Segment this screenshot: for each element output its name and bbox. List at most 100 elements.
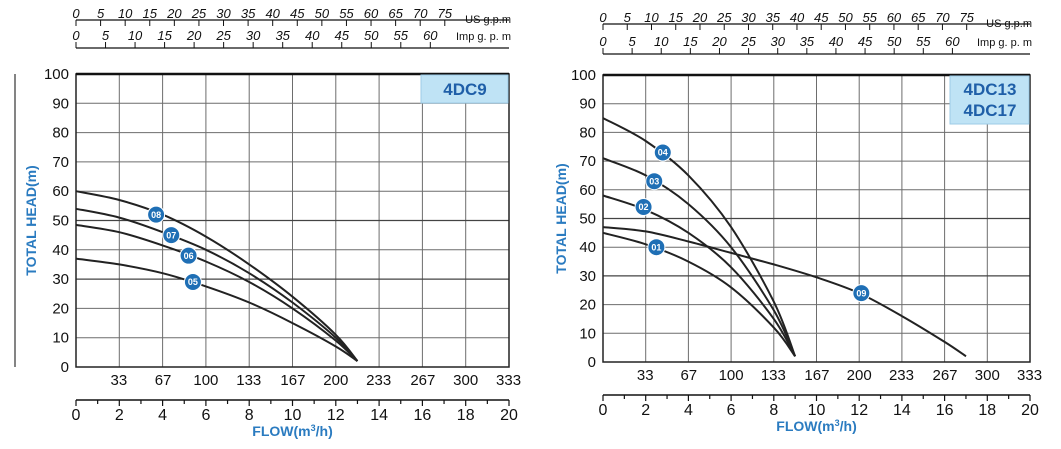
x-tick-label: 12 — [327, 407, 345, 424]
impgpm-tick-label: 0 — [599, 34, 607, 49]
x-tick-label: 18 — [978, 402, 996, 419]
model-label: 4DC9 — [443, 80, 486, 99]
usgpm-tick-label: 65 — [911, 10, 926, 25]
x-axis-title-unit: (m — [817, 418, 834, 434]
badge-04 — [653, 143, 672, 162]
y-tick-label: 80 — [52, 125, 69, 142]
y-tick-label: 90 — [579, 96, 596, 113]
x-tick-label: 4 — [158, 407, 167, 424]
lpm-tick-label: 200 — [323, 372, 348, 389]
impgpm-tick-label: 0 — [72, 28, 80, 43]
curve-03 — [602, 157, 797, 357]
badge-05 — [183, 273, 202, 292]
y-tick-label: 60 — [52, 183, 69, 200]
model-label: 4DC17 — [964, 101, 1017, 120]
usgpm-tick-label: 5 — [97, 6, 105, 21]
x-axis-title: FLOW(m3/h) — [776, 418, 856, 434]
lpm-tick-label: 167 — [280, 372, 305, 389]
impgpm-tick-label: 55 — [916, 34, 931, 49]
x-tick-label: 0 — [599, 402, 608, 419]
curve-07 — [75, 207, 359, 362]
badge-label: 03 — [649, 176, 659, 186]
usgpm-unit-label: US g.p.m — [986, 18, 1032, 30]
y-tick-label: 40 — [579, 239, 596, 256]
x-tick-label: 16 — [936, 402, 954, 419]
usgpm-tick-label: 70 — [413, 6, 428, 21]
y-tick-label: 50 — [579, 211, 596, 228]
model-label-box — [949, 75, 1030, 125]
badge-label: 07 — [166, 230, 176, 240]
usgpm-tick-label: 35 — [765, 10, 780, 25]
usgpm-tick-label: 0 — [599, 10, 607, 25]
badge-label: 06 — [184, 251, 194, 261]
usgpm-tick-label: 10 — [118, 6, 133, 21]
usgpm-tick-label: 45 — [814, 10, 829, 25]
x-tick-label: 10 — [808, 402, 826, 419]
y-axis-title: TOTAL HEAD(m) — [23, 165, 39, 275]
usgpm-tick-label: 70 — [935, 10, 950, 25]
lpm-tick-label: 333 — [496, 372, 521, 389]
x-tick-label: 2 — [115, 407, 124, 424]
lpm-tick-label: 300 — [975, 367, 1000, 384]
impgpm-tick-label: 35 — [800, 34, 815, 49]
impgpm-tick-label: 25 — [740, 34, 756, 49]
y-axis-title: TOTAL HEAD(m) — [553, 163, 569, 273]
usgpm-tick-label: 60 — [887, 10, 902, 25]
lpm-tick-label: 200 — [847, 367, 872, 384]
impgpm-tick-label: 60 — [423, 28, 438, 43]
usgpm-tick-label: 25 — [716, 10, 732, 25]
badge-label: 01 — [651, 242, 661, 252]
usgpm-tick-label: 15 — [669, 10, 684, 25]
lpm-tick-label: 133 — [236, 372, 261, 389]
impgpm-tick-label: 60 — [945, 34, 960, 49]
y-tick-label: 0 — [588, 354, 596, 371]
y-tick-label: 80 — [579, 124, 596, 141]
badge-09 — [852, 284, 871, 303]
x-axis-title-main: FLOW — [252, 423, 294, 439]
y-tick-label: 100 — [44, 66, 69, 83]
y-tick-label: 30 — [52, 271, 69, 288]
impgpm-tick-label: 10 — [654, 34, 669, 49]
usgpm-tick-label: 50 — [838, 10, 853, 25]
badge-08 — [147, 205, 166, 224]
badge-label: 08 — [151, 210, 161, 220]
badge-02 — [634, 198, 653, 217]
usgpm-tick-label: 55 — [862, 10, 877, 25]
x-tick-label: 14 — [893, 402, 911, 419]
x-tick-label: 20 — [1021, 402, 1039, 419]
x-tick-label: 4 — [684, 402, 693, 419]
y-tick-label: 30 — [579, 268, 596, 285]
lpm-tick-label: 333 — [1017, 367, 1042, 384]
usgpm-tick-label: 20 — [166, 6, 182, 21]
impgpm-tick-label: 30 — [770, 34, 785, 49]
x-tick-label: 8 — [245, 407, 254, 424]
impgpm-tick-label: 50 — [364, 28, 379, 43]
x-tick-label: 0 — [72, 407, 81, 424]
lpm-tick-label: 67 — [155, 372, 172, 389]
y-tick-label: 90 — [52, 95, 69, 112]
impgpm-tick-label: 35 — [275, 28, 290, 43]
y-tick-label: 100 — [571, 67, 596, 84]
impgpm-tick-label: 20 — [186, 28, 202, 43]
curve-01 — [602, 231, 796, 357]
y-tick-label: 10 — [52, 330, 69, 347]
usgpm-tick-label: 75 — [438, 6, 453, 21]
x-tick-label: 12 — [850, 402, 868, 419]
x-axis-title-sup: 3 — [311, 423, 316, 433]
y-tick-label: 40 — [52, 242, 69, 259]
usgpm-tick-label: 60 — [364, 6, 379, 21]
usgpm-tick-label: 40 — [265, 6, 280, 21]
curve-09 — [602, 226, 967, 358]
x-tick-label: 14 — [370, 407, 388, 424]
lpm-tick-label: 300 — [453, 372, 478, 389]
model-label-box — [420, 74, 509, 104]
x-axis-title-unit: (m — [293, 423, 310, 439]
impgpm-tick-label: 15 — [157, 28, 172, 43]
impgpm-tick-label: 40 — [829, 34, 844, 49]
badge-label: 02 — [639, 202, 649, 212]
usgpm-tick-label: 55 — [339, 6, 354, 21]
impgpm-tick-label: 45 — [335, 28, 350, 43]
impgpm-tick-label: 30 — [246, 28, 261, 43]
impgpm-unit-label: Imp g. p. m — [456, 31, 511, 43]
